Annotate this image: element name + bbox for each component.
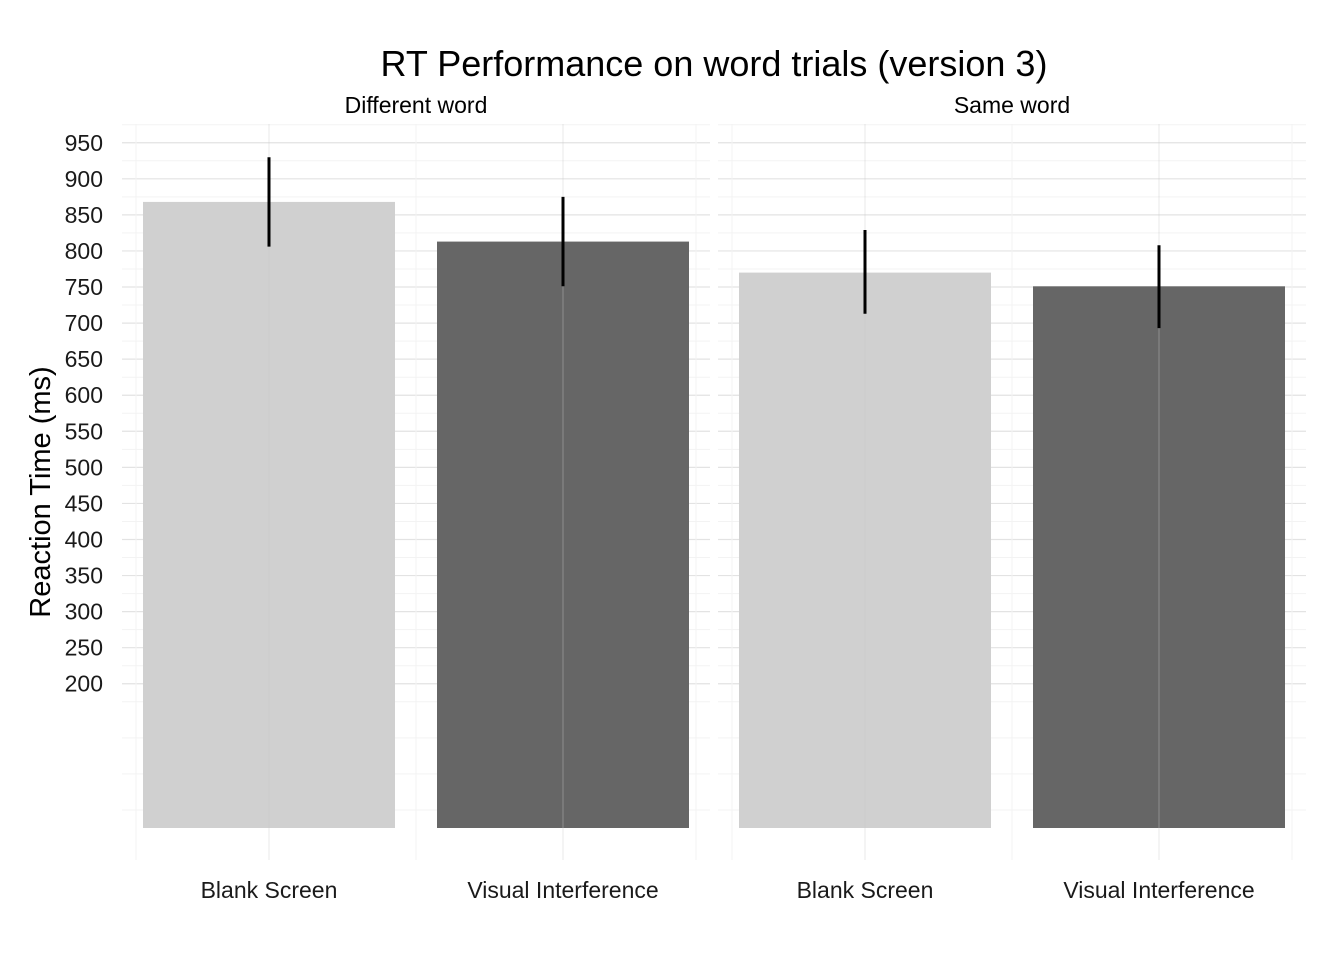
y-tick-label: 550 bbox=[65, 418, 103, 444]
bar bbox=[143, 201, 395, 828]
y-tick-label: 300 bbox=[65, 599, 103, 625]
x-tick-label: Visual Interference bbox=[1063, 877, 1254, 903]
y-tick-label: 500 bbox=[65, 454, 103, 480]
y-tick-label: 400 bbox=[65, 526, 103, 552]
x-tick-label: Visual Interference bbox=[467, 877, 658, 903]
x-tick-label: Blank Screen bbox=[201, 877, 338, 903]
facet-label: Different word bbox=[345, 92, 488, 118]
bar bbox=[739, 272, 991, 828]
y-tick-label: 750 bbox=[65, 274, 103, 300]
y-tick-label: 950 bbox=[65, 130, 103, 156]
y-tick-label: 650 bbox=[65, 346, 103, 372]
bar bbox=[437, 241, 689, 828]
y-tick-label: 850 bbox=[65, 202, 103, 228]
y-axis-label: Reaction Time (ms) bbox=[25, 366, 57, 617]
y-tick-label: 900 bbox=[65, 166, 103, 192]
chart-title: RT Performance on word trials (version 3… bbox=[381, 43, 1048, 84]
y-tick-label: 350 bbox=[65, 563, 103, 589]
y-tick-label: 450 bbox=[65, 490, 103, 516]
bar bbox=[1033, 286, 1285, 828]
y-tick-label: 600 bbox=[65, 382, 103, 408]
y-tick-label: 250 bbox=[65, 635, 103, 661]
y-tick-label: 700 bbox=[65, 310, 103, 336]
facet-label: Same word bbox=[954, 92, 1070, 118]
y-tick-label: 800 bbox=[65, 238, 103, 264]
x-tick-label: Blank Screen bbox=[797, 877, 934, 903]
y-tick-label: 200 bbox=[65, 671, 103, 697]
